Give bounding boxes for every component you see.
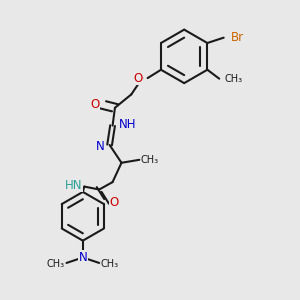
Text: CH₃: CH₃ [101,260,119,269]
Text: CH₃: CH₃ [141,155,159,165]
Text: NH: NH [119,118,136,130]
Text: N: N [79,250,87,263]
Text: N: N [95,140,104,153]
Text: CH₃: CH₃ [47,260,65,269]
Text: Br: Br [231,31,244,44]
Text: CH₃: CH₃ [225,74,243,84]
Text: O: O [110,196,119,209]
Text: O: O [133,72,142,85]
Text: O: O [90,98,100,111]
Text: HN: HN [65,178,83,192]
